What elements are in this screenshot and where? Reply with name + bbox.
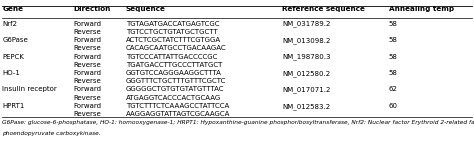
Text: Reverse: Reverse (73, 45, 101, 51)
Text: PEPCK: PEPCK (2, 54, 24, 59)
Text: 62: 62 (389, 86, 398, 92)
Text: GGGGGCTGTGTGTATGTTTAC: GGGGGCTGTGTGTATGTTTAC (126, 86, 224, 92)
Text: TGTCCCATTATTGACCCCGC: TGTCCCATTATTGACCCCGC (126, 54, 217, 59)
Text: G6Pase: G6Pase (2, 37, 28, 43)
Text: NM_198780.3: NM_198780.3 (282, 54, 330, 60)
Text: TGATGACCTTGCCCTTATGCT: TGATGACCTTGCCCTTATGCT (126, 62, 222, 68)
Text: GGGTTTCTGCTTTGTTTCGCTC: GGGTTTCTGCTTTGTTTCGCTC (126, 78, 226, 84)
Text: HPRT1: HPRT1 (2, 103, 25, 109)
Text: Forward: Forward (73, 21, 101, 27)
Text: Forward: Forward (73, 86, 101, 92)
Text: AAGGAGGTATTAGTCGCAAGCA: AAGGAGGTATTAGTCGCAAGCA (126, 111, 230, 117)
Text: HO-1: HO-1 (2, 70, 20, 76)
Text: Reverse: Reverse (73, 78, 101, 84)
Text: 58: 58 (389, 54, 398, 59)
Text: ATGAGGTCACCCACTGCAAG: ATGAGGTCACCCACTGCAAG (126, 95, 221, 101)
Text: ACTCTCGCTATCTTTCGTGGA: ACTCTCGCTATCTTTCGTGGA (126, 37, 221, 43)
Text: NM_012583.2: NM_012583.2 (282, 103, 330, 110)
Text: Reverse: Reverse (73, 95, 101, 101)
Text: Forward: Forward (73, 70, 101, 76)
Text: NM_013098.2: NM_013098.2 (282, 37, 330, 44)
Text: G6Pase: glucose-6-phosphatase, HO-1: homooxygenase-1; HRPT1: Hypoxanthine-guanin: G6Pase: glucose-6-phosphatase, HO-1: hom… (2, 120, 474, 125)
Text: NM_012580.2: NM_012580.2 (282, 70, 330, 77)
Text: TGTCCTGCTGTATGCTGCTT: TGTCCTGCTGTATGCTGCTT (126, 29, 217, 35)
Text: Forward: Forward (73, 103, 101, 109)
Text: NM_017071.2: NM_017071.2 (282, 86, 330, 93)
Text: Forward: Forward (73, 54, 101, 59)
Text: 58: 58 (389, 21, 398, 27)
Text: TGTAGATGACCATGAGTCGC: TGTAGATGACCATGAGTCGC (126, 21, 219, 27)
Text: 58: 58 (389, 70, 398, 76)
Text: Reverse: Reverse (73, 62, 101, 68)
Text: 58: 58 (389, 37, 398, 43)
Text: Annealing temp: Annealing temp (389, 6, 454, 12)
Text: 60: 60 (389, 103, 398, 109)
Text: CACAGCAATGCCTGACAAGAC: CACAGCAATGCCTGACAAGAC (126, 45, 226, 51)
Text: Direction: Direction (73, 6, 111, 12)
Text: Forward: Forward (73, 37, 101, 43)
Text: GGTGTCCAGGGAAGGCTTTA: GGTGTCCAGGGAAGGCTTTA (126, 70, 221, 76)
Text: Reverse: Reverse (73, 111, 101, 117)
Text: Reverse: Reverse (73, 29, 101, 35)
Text: Sequence: Sequence (126, 6, 165, 12)
Text: NM_031789.2: NM_031789.2 (282, 21, 330, 27)
Text: TGTCTTTCTCAAAGCCTATTCCA: TGTCTTTCTCAAAGCCTATTCCA (126, 103, 229, 109)
Text: Nrf2: Nrf2 (2, 21, 18, 27)
Text: Reference sequence: Reference sequence (282, 6, 365, 12)
Text: Gene: Gene (2, 6, 23, 12)
Text: Insulin receptor: Insulin receptor (2, 86, 57, 92)
Text: phoendopyruvate carboxykinase.: phoendopyruvate carboxykinase. (2, 131, 101, 136)
